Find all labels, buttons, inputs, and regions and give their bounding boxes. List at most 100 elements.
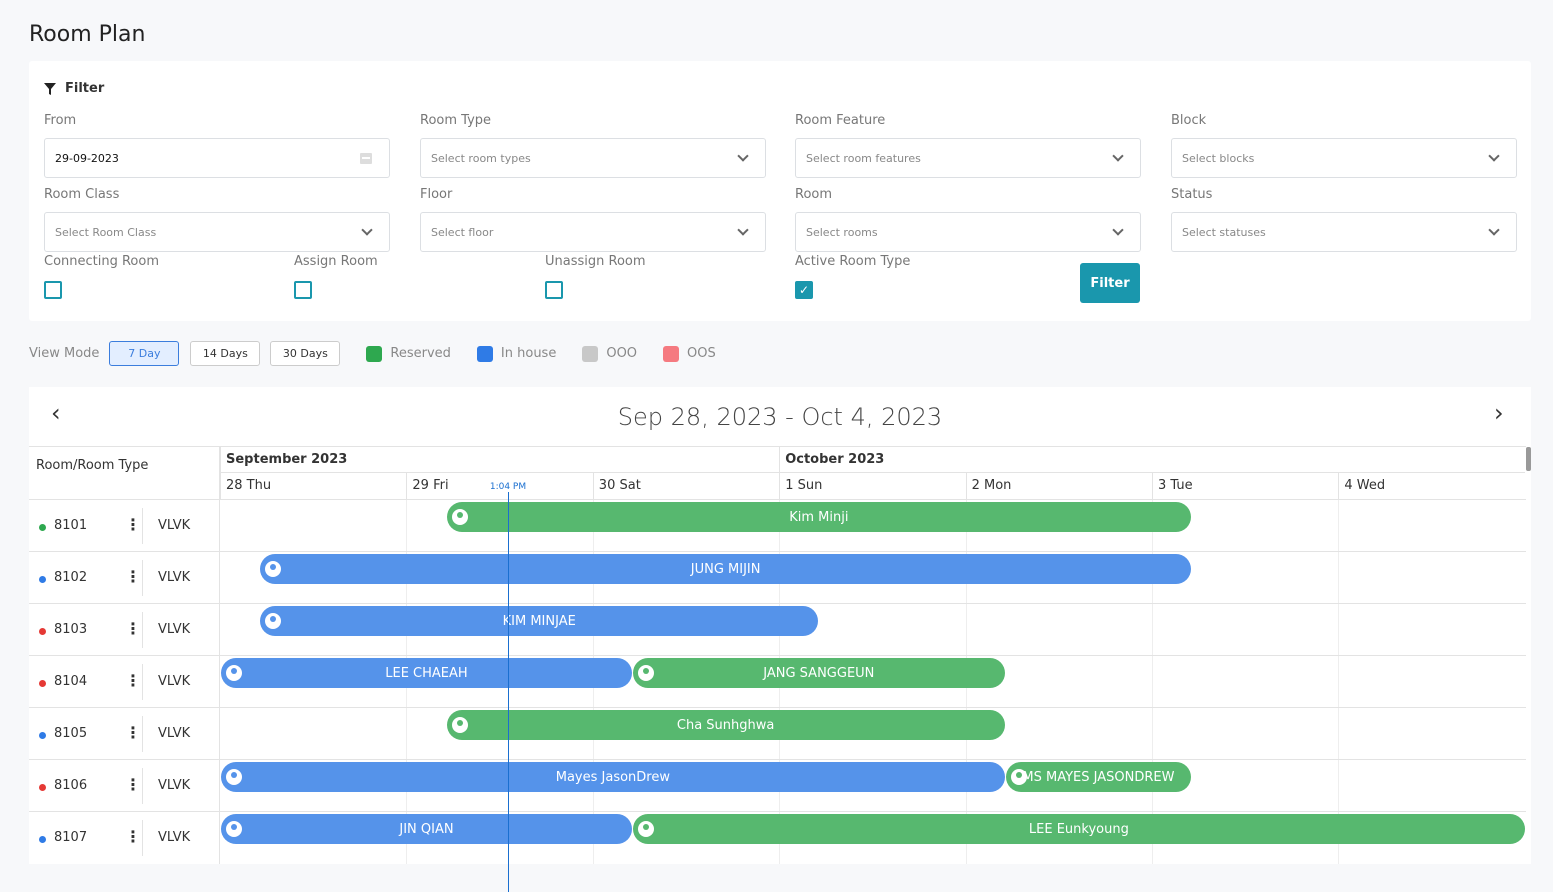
page-title: Room Plan	[29, 22, 146, 47]
more-options-icon[interactable]: ⋮	[125, 827, 141, 846]
room-type: VLVK	[158, 570, 191, 585]
next-week-button[interactable]: ›	[1494, 399, 1504, 427]
date-range-title: Sep 28, 2023 - Oct 4, 2023	[617, 403, 943, 431]
room-status-dot	[39, 576, 46, 583]
more-options-icon[interactable]: ⋮	[125, 567, 141, 586]
current-time-label: 1:04 PM	[489, 482, 527, 492]
booking-bar[interactable]: KIM MINJAE	[260, 606, 819, 636]
guest-icon	[265, 613, 282, 629]
funnel-icon	[44, 82, 56, 95]
calendar-icon[interactable]	[359, 151, 373, 165]
booking-bar[interactable]: MS MAYES JASONDREW	[1005, 762, 1192, 792]
chevron-down-icon	[737, 150, 749, 162]
guest-name: JUNG MIJIN	[690, 561, 761, 577]
room-feature-placeholder: Select room features	[806, 151, 921, 165]
day-divider	[406, 708, 408, 760]
more-options-icon[interactable]: ⋮	[125, 515, 141, 534]
day-divider	[1338, 552, 1340, 604]
assign-room-checkbox[interactable]	[294, 281, 312, 299]
from-date-input[interactable]: 29-09-2023	[44, 138, 390, 178]
divider	[142, 612, 143, 648]
more-options-icon[interactable]: ⋮	[125, 723, 141, 742]
booking-bar[interactable]: JIN QIAN	[221, 814, 632, 844]
floor-label: Floor	[420, 187, 453, 202]
room-number[interactable]: 8103	[54, 622, 88, 637]
floor-placeholder: Select floor	[431, 225, 494, 239]
room-class-label: Room Class	[44, 187, 120, 202]
guest-name: JANG SANGGEUN	[763, 665, 875, 681]
day-divider	[1338, 604, 1340, 656]
room-number[interactable]: 8102	[54, 570, 88, 585]
room-feature-select[interactable]: Select room features	[795, 138, 1141, 178]
prev-week-button[interactable]: ‹	[51, 399, 61, 427]
legend-item: In house	[476, 345, 556, 362]
legend-label: Reserved	[390, 346, 451, 361]
room-type: VLVK	[158, 726, 191, 741]
filter-heading-label: Filter	[65, 81, 105, 96]
filter-button[interactable]: Filter	[1080, 263, 1140, 303]
room-cell: 8101 ⋮ VLVK	[29, 500, 220, 552]
chevron-down-icon	[737, 224, 749, 236]
room-type: VLVK	[158, 778, 191, 793]
guest-name: JIN QIAN	[399, 821, 454, 837]
room-number[interactable]: 8106	[54, 778, 88, 793]
day-header: 29 Fri	[406, 473, 592, 499]
room-number[interactable]: 8101	[54, 518, 88, 533]
filter-panel: Filter From 29-09-2023 Room Type Select …	[29, 61, 1531, 321]
room-type-label: Room Type	[420, 113, 492, 128]
unassign-room-label: Unassign Room	[545, 254, 646, 269]
day-divider	[965, 604, 967, 656]
active-room-type-checkbox[interactable]: ✓	[795, 281, 813, 299]
day-divider	[1338, 656, 1340, 708]
view-14-days-button[interactable]: 14 Days	[190, 341, 261, 366]
room-number[interactable]: 8105	[54, 726, 88, 741]
status-label: Status	[1171, 187, 1213, 202]
view-mode-label: View Mode	[29, 346, 100, 361]
guest-name: Kim Minji	[789, 509, 849, 525]
room-number[interactable]: 8107	[54, 830, 88, 845]
status-select[interactable]: Select statuses	[1171, 212, 1517, 252]
view-7-day-button[interactable]: 7 Day	[109, 341, 180, 366]
room-select[interactable]: Select rooms	[795, 212, 1141, 252]
booking-bar[interactable]: Cha Sunhghwa	[446, 710, 1005, 740]
booking-bar[interactable]: LEE Eunkyoung	[632, 814, 1525, 844]
more-options-icon[interactable]: ⋮	[125, 775, 141, 794]
legend-swatch	[476, 345, 493, 362]
divider	[142, 820, 143, 856]
room-label: Room	[795, 187, 833, 202]
guest-name: Mayes JasonDrew	[555, 769, 670, 785]
day-divider	[1152, 708, 1153, 760]
room-placeholder: Select rooms	[806, 225, 878, 239]
block-select[interactable]: Select blocks	[1171, 138, 1517, 178]
room-cell: 8102 ⋮ VLVK	[29, 552, 220, 604]
legend-label: OOS	[687, 346, 716, 361]
booking-bar[interactable]: JANG SANGGEUN	[632, 658, 1005, 688]
booking-bar[interactable]: Kim Minji	[446, 502, 1192, 532]
room-status-dot	[39, 524, 46, 531]
more-options-icon[interactable]: ⋮	[125, 619, 141, 638]
room-type: VLVK	[158, 830, 191, 845]
chevron-down-icon	[1112, 150, 1124, 162]
room-status-dot	[39, 836, 46, 843]
booking-bar[interactable]: LEE CHAEAH	[221, 658, 632, 688]
room-number[interactable]: 8104	[54, 674, 88, 689]
unassign-room-checkbox[interactable]	[545, 281, 563, 299]
room-type-select[interactable]: Select room types	[420, 138, 766, 178]
room-cell: 8104 ⋮ VLVK	[29, 656, 220, 708]
guest-name: MS MAYES JASONDREW	[1022, 769, 1175, 785]
day-divider	[1152, 604, 1153, 656]
room-class-select[interactable]: Select Room Class	[44, 212, 390, 252]
room-type: VLVK	[158, 622, 191, 637]
view-30-days-button[interactable]: 30 Days	[270, 341, 341, 366]
filter-heading: Filter	[44, 81, 104, 96]
vertical-scrollbar[interactable]	[1526, 447, 1531, 471]
connecting-room-checkbox[interactable]	[44, 281, 62, 299]
booking-bar[interactable]: Mayes JasonDrew	[221, 762, 1005, 792]
floor-select[interactable]: Select floor	[420, 212, 766, 252]
room-row: 8102 ⋮ VLVK JUNG MIJIN	[29, 551, 1526, 604]
legend-swatch	[366, 345, 383, 362]
booking-bar[interactable]: JUNG MIJIN	[260, 554, 1192, 584]
chevron-down-icon	[361, 224, 373, 236]
more-options-icon[interactable]: ⋮	[125, 671, 141, 690]
legend-label: OOO	[606, 346, 638, 361]
